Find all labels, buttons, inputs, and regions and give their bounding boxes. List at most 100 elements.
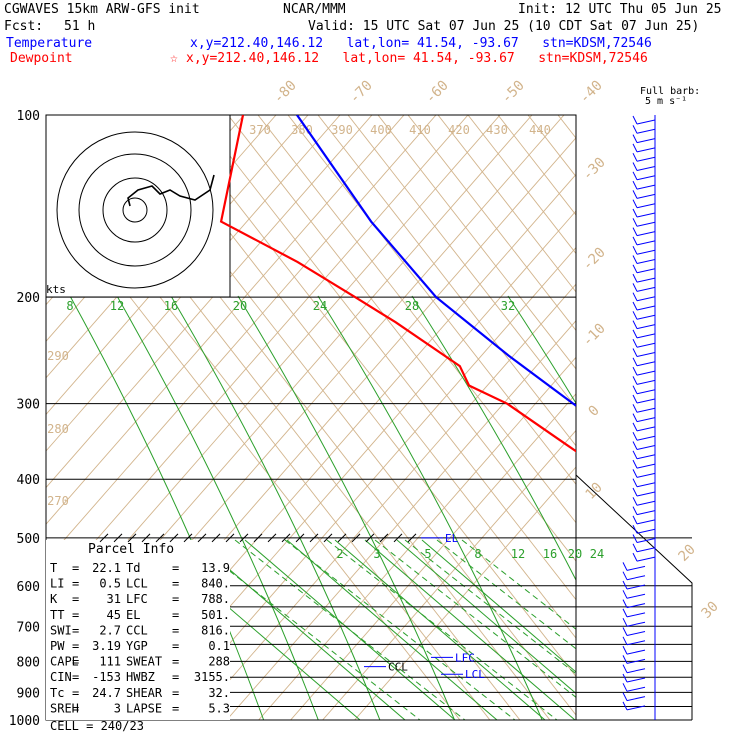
wind-barb <box>636 454 656 460</box>
el-hatch <box>351 533 361 543</box>
hodograph-ring <box>78 153 192 267</box>
el-hatch <box>141 533 151 543</box>
isotherm-line <box>347 115 576 409</box>
parcel-param-value: 788. <box>201 592 230 606</box>
mixing-ratio-line <box>364 539 576 720</box>
mixing-ratio-label: 20 <box>233 299 247 313</box>
theta-label: 390 <box>331 123 353 137</box>
wind-barb <box>636 538 656 543</box>
isotherm-tick-label: -70 <box>347 78 376 107</box>
parcel-eq: = <box>72 623 79 637</box>
theta-label: 410 <box>409 123 431 137</box>
wind-barb-flag <box>632 469 638 478</box>
wind-barb <box>626 565 646 571</box>
theta-label: 280 <box>47 422 69 436</box>
parcel-cell: CELL = 240/23 <box>50 719 144 733</box>
wind-barb <box>626 696 646 702</box>
mixing-ratio-label: 8 <box>66 299 73 313</box>
isotherm-tick-label: 20 <box>676 542 699 565</box>
parcel-param-value: -153 <box>92 670 121 684</box>
parcel-eq: = <box>172 686 179 700</box>
isotherm-line <box>227 115 576 562</box>
wind-barb <box>636 556 656 562</box>
moist-adiabat-line <box>326 539 558 720</box>
wind-barb <box>636 342 656 348</box>
parcel-param-name: SREH <box>50 701 79 715</box>
dewpoint-location: x,y=212.40,146.12 lat,lon= 41.54, -93.67… <box>186 51 648 66</box>
wind-barb-flag <box>632 208 638 218</box>
isotherm-line <box>648 115 740 733</box>
el-hatch <box>225 533 235 543</box>
center-label: NCAR/MMM <box>283 2 346 17</box>
parcel-param-name: LFC <box>126 592 148 606</box>
isotherm-line <box>618 115 740 733</box>
wind-barb <box>636 259 656 264</box>
wind-barb-flag <box>632 404 638 413</box>
wind-barb-flag <box>632 543 638 553</box>
wind-barb-flag <box>632 115 638 125</box>
parcel-param-value: 0.1 <box>208 639 230 653</box>
mixing-ratio-label: 2 <box>336 547 343 561</box>
barb-region-frame <box>575 474 693 720</box>
parcel-param-value: 288 <box>208 655 230 669</box>
parcel-param-value: 5.3 <box>208 701 230 715</box>
mixing-ratio-label: 28 <box>405 299 419 313</box>
wind-barb <box>636 528 656 534</box>
barb-legend: Full barb: <box>640 86 701 97</box>
wind-barb-flag <box>632 450 638 460</box>
isotherm-tick-label: -50 <box>499 78 528 107</box>
parcel-param-value: 501. <box>201 608 230 622</box>
wind-barb <box>636 203 656 209</box>
wind-barb <box>636 510 656 516</box>
wind-barb <box>636 119 656 125</box>
pressure-tick-label: 1000 <box>9 714 40 729</box>
parcel-param-name: CCL <box>126 623 148 637</box>
wind-barb-flag <box>632 199 638 208</box>
parcel-param-name: Tc <box>50 686 64 700</box>
parcel-param-name: TT <box>50 608 64 622</box>
wind-barb-flag <box>632 394 638 404</box>
mixing-ratio-label: 20 <box>568 547 582 561</box>
plot-frame <box>45 114 577 721</box>
parcel-eq: = <box>172 639 179 653</box>
isotherm-tick-label: 30 <box>699 599 722 622</box>
isotherm-line <box>497 115 576 216</box>
adiabat-line <box>46 115 341 452</box>
mixing-ratio-line <box>286 539 498 720</box>
wind-barb <box>636 435 656 441</box>
wind-barb <box>636 463 656 469</box>
wind-barb-flag <box>632 320 638 329</box>
wind-barb <box>636 212 656 218</box>
wind-barb <box>636 184 656 190</box>
pressure-tick-label: 600 <box>17 580 40 595</box>
el-hatch <box>155 533 165 543</box>
mixing-ratio-line <box>411 295 576 582</box>
el-hatch <box>393 533 403 543</box>
wind-barb <box>636 547 656 553</box>
mixing-ratio-label: 3 <box>373 547 380 561</box>
parcel-eq: = <box>172 623 179 637</box>
wind-barb <box>636 398 656 404</box>
mixing-ratio-line <box>244 539 456 720</box>
wind-barb-flag <box>632 357 638 367</box>
parcel-param-name: LCL <box>126 577 148 591</box>
wind-barb-flag <box>632 143 638 153</box>
parcel-eq: = <box>172 561 179 575</box>
wind-barb <box>626 584 646 590</box>
wind-barb <box>626 649 646 655</box>
temperature-legend: Temperature <box>6 36 93 51</box>
parcel-eq: = <box>72 592 79 606</box>
parcel-info-title: Parcel Info <box>88 542 174 557</box>
wind-barb <box>636 231 656 237</box>
wind-barb <box>626 668 646 674</box>
theta-label: 380 <box>291 123 313 137</box>
hodograph-ring <box>122 197 148 223</box>
adiabat-line <box>290 393 576 720</box>
hodograph-trace <box>127 174 215 207</box>
wind-barb <box>636 138 656 144</box>
wind-barb <box>636 491 656 497</box>
el-hatch <box>99 533 109 543</box>
dewpoint-marker: ☆ <box>170 51 178 66</box>
parcel-param-name: YGP <box>126 639 148 653</box>
hodograph-ring <box>56 131 214 289</box>
